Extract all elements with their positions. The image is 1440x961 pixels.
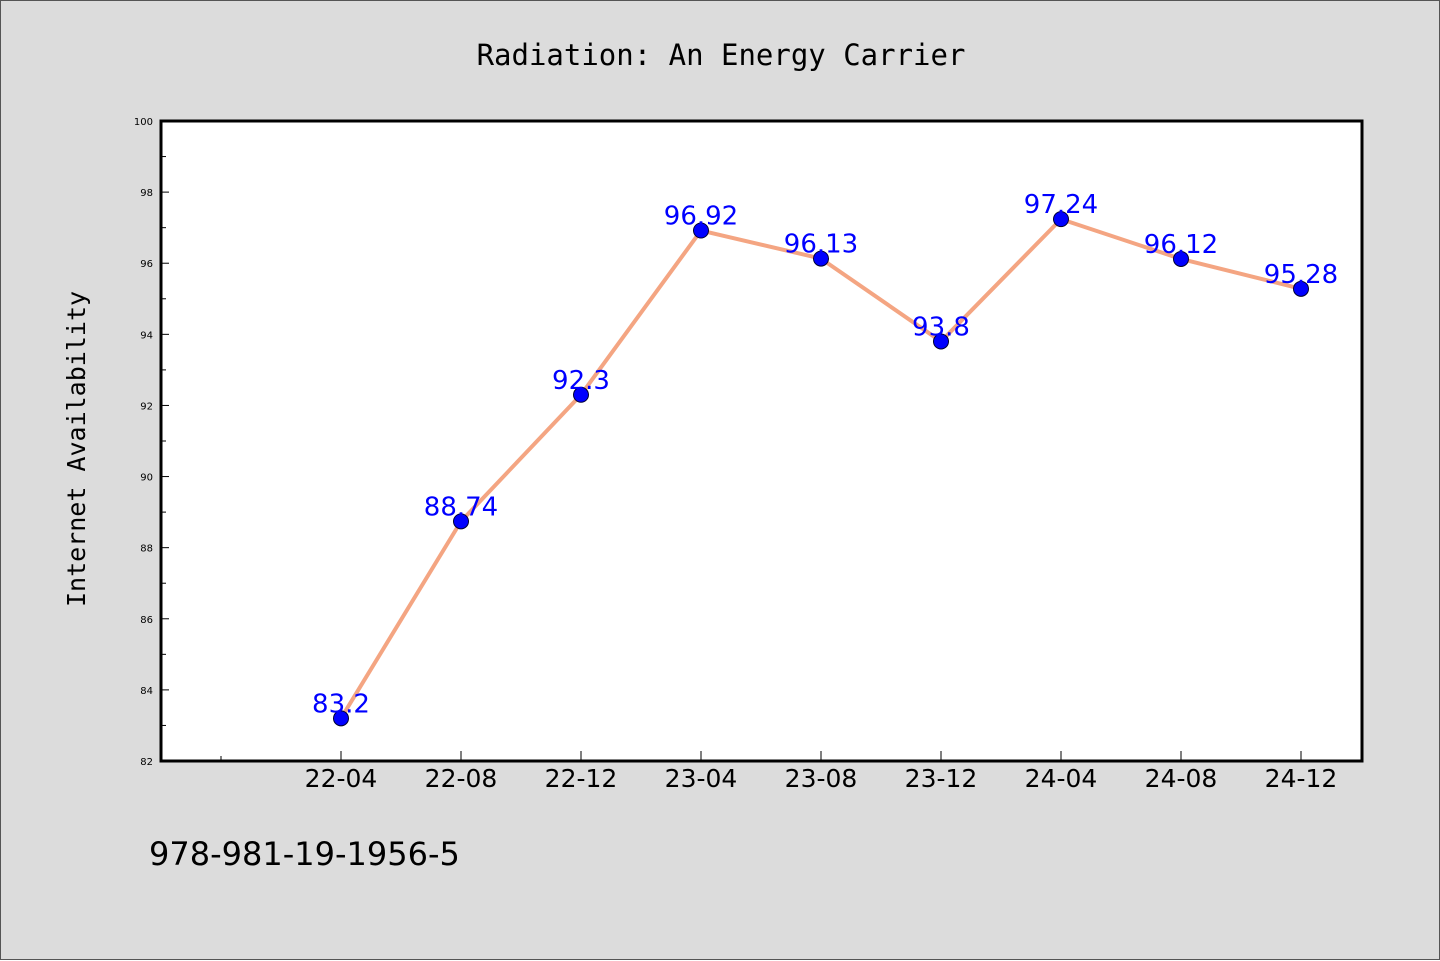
data-point-marker bbox=[933, 333, 949, 350]
data-point-marker bbox=[453, 513, 469, 530]
y-tick-label: 94 bbox=[140, 330, 153, 341]
data-label: 95.28 bbox=[1264, 260, 1338, 290]
data-point-marker bbox=[1293, 280, 1309, 297]
y-axis-label: Internet Availability bbox=[62, 291, 91, 607]
data-label: 96.12 bbox=[1144, 230, 1218, 260]
chart-title: Radiation: An Energy Carrier bbox=[477, 38, 966, 72]
data-label: 88.74 bbox=[424, 492, 498, 522]
data-point-marker bbox=[573, 386, 589, 403]
data-point-marker bbox=[1053, 211, 1069, 228]
x-tick-label: 23-04 bbox=[665, 764, 738, 793]
x-tick-label: 22-08 bbox=[425, 764, 498, 793]
y-tick-label: 90 bbox=[140, 473, 153, 484]
data-point-marker bbox=[693, 222, 709, 239]
data-label: 83.2 bbox=[312, 689, 370, 719]
y-tick-label: 82 bbox=[140, 757, 153, 768]
x-tick-label: 24-08 bbox=[1145, 764, 1218, 793]
y-tick-label: 88 bbox=[140, 544, 153, 555]
data-label: 96.92 bbox=[664, 202, 738, 232]
x-tick-label: 24-12 bbox=[1265, 764, 1338, 793]
x-tick-label: 23-08 bbox=[785, 764, 858, 793]
data-point-marker bbox=[813, 250, 829, 267]
y-tick-label: 84 bbox=[140, 686, 153, 697]
data-label: 92.3 bbox=[552, 366, 610, 396]
y-axis: 82 84 86 88 90 92 94 96 98 100 bbox=[134, 117, 169, 768]
isbn-footer: 978-981-19-1956-5 bbox=[149, 835, 460, 873]
y-tick-label: 96 bbox=[140, 259, 153, 270]
x-tick-label: 22-12 bbox=[545, 764, 618, 793]
plot-area bbox=[159, 119, 1364, 763]
data-label: 96.13 bbox=[784, 230, 858, 260]
x-tick-label: 24-04 bbox=[1025, 764, 1098, 793]
data-point-marker bbox=[1173, 250, 1189, 267]
x-axis: 22-04 22-08 22-12 23-04 23-08 23-12 24-04 24-08… bbox=[220, 751, 1338, 793]
data-label: 93.8 bbox=[912, 312, 970, 342]
y-tick-label: 92 bbox=[140, 401, 153, 412]
x-tick-label: 22-04 bbox=[305, 764, 378, 793]
data-label: 97.24 bbox=[1024, 190, 1098, 220]
data-point-marker bbox=[333, 710, 349, 727]
y-tick-label: 86 bbox=[140, 615, 153, 626]
y-tick-label: 98 bbox=[140, 188, 153, 199]
series-layer: 83.2 88.74 92.3 96.92 96.13 93.8 97.24 96.12 95.… bbox=[312, 190, 1338, 727]
y-tick-label: 100 bbox=[134, 117, 153, 128]
x-tick-label: 23-12 bbox=[905, 764, 978, 793]
